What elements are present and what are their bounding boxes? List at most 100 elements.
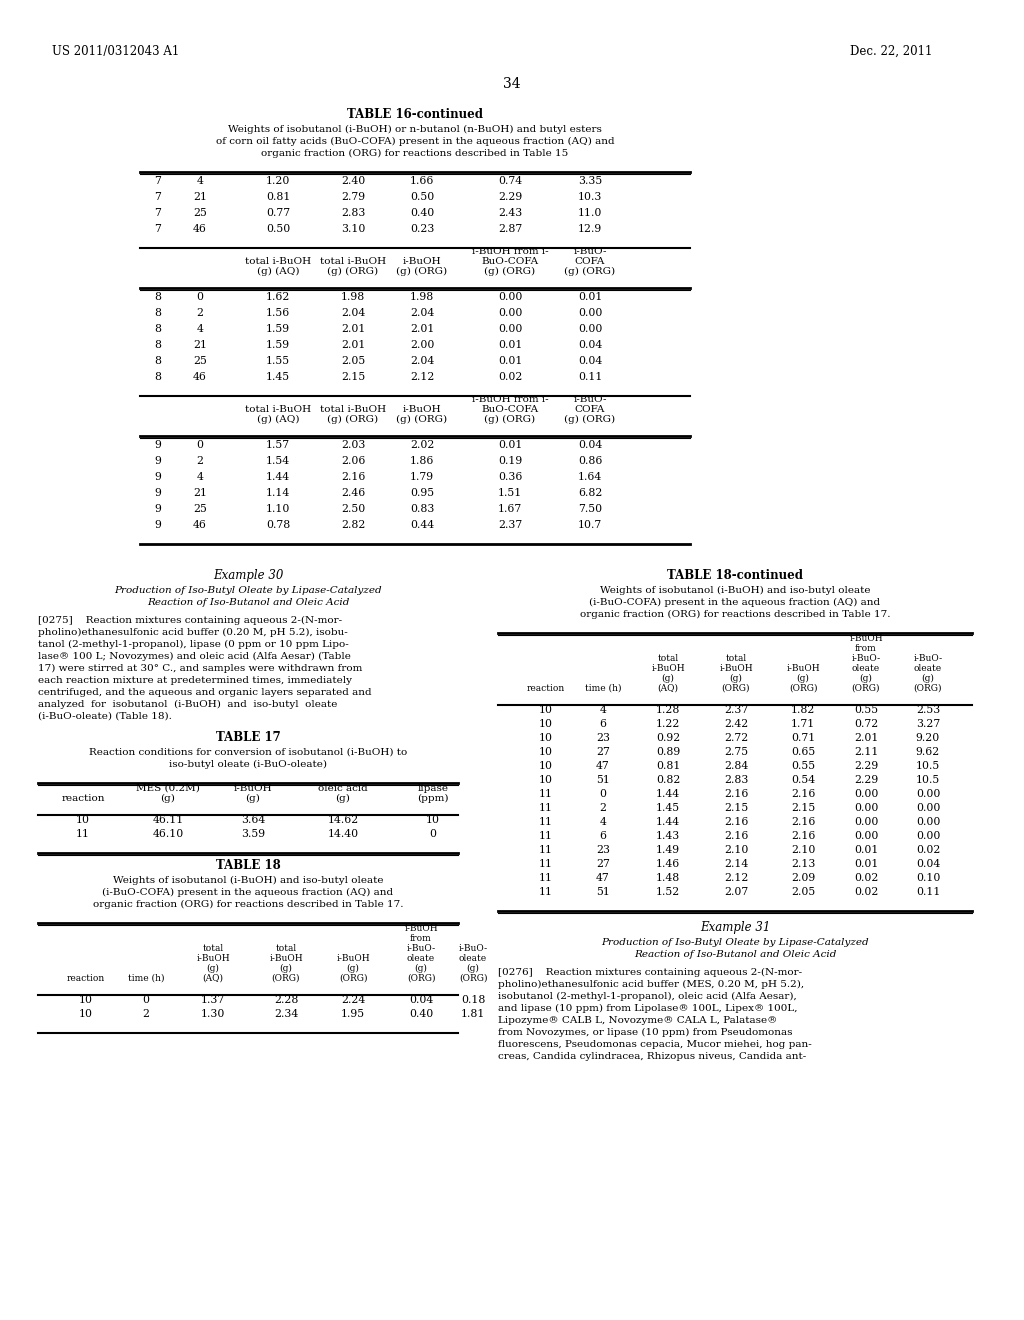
Text: 2.04: 2.04 — [341, 308, 366, 318]
Text: 4: 4 — [600, 817, 606, 828]
Text: 0.01: 0.01 — [498, 356, 522, 366]
Text: (g): (g) — [859, 675, 872, 682]
Text: 7: 7 — [155, 224, 162, 234]
Text: 2.29: 2.29 — [854, 775, 879, 785]
Text: fluorescens, Pseudomonas cepacia, Mucor miehei, hog pan-: fluorescens, Pseudomonas cepacia, Mucor … — [498, 1040, 812, 1049]
Text: 25: 25 — [194, 504, 207, 513]
Text: 46: 46 — [194, 372, 207, 381]
Text: 1.59: 1.59 — [266, 341, 290, 350]
Text: 1.71: 1.71 — [791, 719, 815, 729]
Text: 11: 11 — [539, 859, 553, 869]
Text: 10: 10 — [539, 719, 553, 729]
Text: 0: 0 — [599, 789, 606, 799]
Text: 9: 9 — [155, 520, 162, 531]
Text: TABLE 17: TABLE 17 — [216, 731, 281, 744]
Text: Weights of isobutanol (i-BuOH) or n-butanol (n-BuOH) and butyl esters: Weights of isobutanol (i-BuOH) or n-buta… — [228, 125, 602, 135]
Text: 0.04: 0.04 — [578, 341, 602, 350]
Text: 2.01: 2.01 — [410, 323, 434, 334]
Text: 7: 7 — [155, 191, 162, 202]
Text: 2.83: 2.83 — [341, 209, 366, 218]
Text: 0.44: 0.44 — [410, 520, 434, 531]
Text: 2.83: 2.83 — [724, 775, 749, 785]
Text: 1.67: 1.67 — [498, 504, 522, 513]
Text: i-BuOH: i-BuOH — [233, 784, 272, 793]
Text: 0.65: 0.65 — [791, 747, 815, 756]
Text: 10: 10 — [539, 762, 553, 771]
Text: 1.62: 1.62 — [266, 292, 290, 302]
Text: 0.40: 0.40 — [410, 209, 434, 218]
Text: 1.48: 1.48 — [656, 873, 680, 883]
Text: 46: 46 — [194, 224, 207, 234]
Text: (g): (g) — [280, 964, 293, 973]
Text: (ORG): (ORG) — [407, 974, 435, 983]
Text: 2.29: 2.29 — [854, 762, 879, 771]
Text: 10: 10 — [539, 705, 553, 715]
Text: 2.01: 2.01 — [854, 733, 879, 743]
Text: 7.50: 7.50 — [578, 504, 602, 513]
Text: (ORG): (ORG) — [852, 684, 881, 693]
Text: 1.82: 1.82 — [791, 705, 815, 715]
Text: BuO-COFA: BuO-COFA — [481, 257, 539, 267]
Text: Lipozyme® CALB L, Novozyme® CALA L, Palatase®: Lipozyme® CALB L, Novozyme® CALA L, Pala… — [498, 1016, 777, 1026]
Text: organic fraction (ORG) for reactions described in Table 15: organic fraction (ORG) for reactions des… — [261, 149, 568, 158]
Text: 0.92: 0.92 — [656, 733, 680, 743]
Text: 0.00: 0.00 — [854, 832, 879, 841]
Text: 2: 2 — [142, 1008, 150, 1019]
Text: 1.59: 1.59 — [266, 323, 290, 334]
Text: 1.51: 1.51 — [498, 488, 522, 498]
Text: 6: 6 — [599, 719, 606, 729]
Text: 0.55: 0.55 — [791, 762, 815, 771]
Text: 9.20: 9.20 — [915, 733, 940, 743]
Text: (g) (ORG): (g) (ORG) — [396, 267, 447, 276]
Text: 27: 27 — [596, 747, 610, 756]
Text: 46.10: 46.10 — [153, 829, 183, 840]
Text: 2.34: 2.34 — [273, 1008, 298, 1019]
Text: (ORG): (ORG) — [913, 684, 942, 693]
Text: 25: 25 — [194, 209, 207, 218]
Text: (ORG): (ORG) — [722, 684, 751, 693]
Text: 0.89: 0.89 — [656, 747, 680, 756]
Text: 2: 2 — [197, 308, 204, 318]
Text: 2.10: 2.10 — [724, 845, 749, 855]
Text: 0: 0 — [197, 440, 204, 450]
Text: (g) (ORG): (g) (ORG) — [396, 414, 447, 424]
Text: reaction: reaction — [527, 684, 565, 693]
Text: Reaction of Iso-Butanol and Oleic Acid: Reaction of Iso-Butanol and Oleic Acid — [634, 950, 837, 960]
Text: (g) (ORG): (g) (ORG) — [484, 414, 536, 424]
Text: 2.72: 2.72 — [724, 733, 749, 743]
Text: 2.05: 2.05 — [791, 887, 815, 898]
Text: (g): (g) — [662, 675, 675, 682]
Text: 23: 23 — [596, 733, 610, 743]
Text: 0: 0 — [197, 292, 204, 302]
Text: 0.01: 0.01 — [854, 845, 879, 855]
Text: 10: 10 — [79, 1008, 93, 1019]
Text: 0.81: 0.81 — [655, 762, 680, 771]
Text: 0.54: 0.54 — [791, 775, 815, 785]
Text: 23: 23 — [596, 845, 610, 855]
Text: i-BuO-: i-BuO- — [459, 944, 487, 953]
Text: 1.66: 1.66 — [410, 176, 434, 186]
Text: 7: 7 — [155, 209, 162, 218]
Text: 0.86: 0.86 — [578, 455, 602, 466]
Text: (g) (ORG): (g) (ORG) — [564, 414, 615, 424]
Text: 51: 51 — [596, 775, 610, 785]
Text: 2.10: 2.10 — [791, 845, 815, 855]
Text: 0.01: 0.01 — [498, 440, 522, 450]
Text: 0.11: 0.11 — [915, 887, 940, 898]
Text: 0.00: 0.00 — [498, 308, 522, 318]
Text: oleate: oleate — [914, 664, 942, 673]
Text: 27: 27 — [596, 859, 610, 869]
Text: (g): (g) — [729, 675, 742, 682]
Text: 1.95: 1.95 — [341, 1008, 366, 1019]
Text: 11: 11 — [539, 817, 553, 828]
Text: 2: 2 — [197, 455, 204, 466]
Text: (ORG): (ORG) — [271, 974, 300, 983]
Text: iso-butyl oleate (i-BuO-oleate): iso-butyl oleate (i-BuO-oleate) — [169, 760, 327, 770]
Text: 2.15: 2.15 — [724, 803, 749, 813]
Text: 10: 10 — [539, 733, 553, 743]
Text: 11: 11 — [539, 832, 553, 841]
Text: 0.02: 0.02 — [854, 873, 879, 883]
Text: 2.16: 2.16 — [791, 789, 815, 799]
Text: 0.50: 0.50 — [410, 191, 434, 202]
Text: 9: 9 — [155, 455, 162, 466]
